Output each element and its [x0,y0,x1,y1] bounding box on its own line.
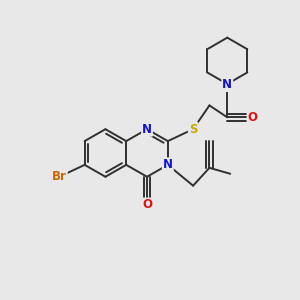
Text: Br: Br [52,170,67,183]
Text: O: O [248,111,257,124]
Text: N: N [222,78,232,91]
Text: N: N [163,158,173,171]
Text: N: N [142,123,152,136]
Text: O: O [142,199,152,212]
Text: S: S [189,123,197,136]
